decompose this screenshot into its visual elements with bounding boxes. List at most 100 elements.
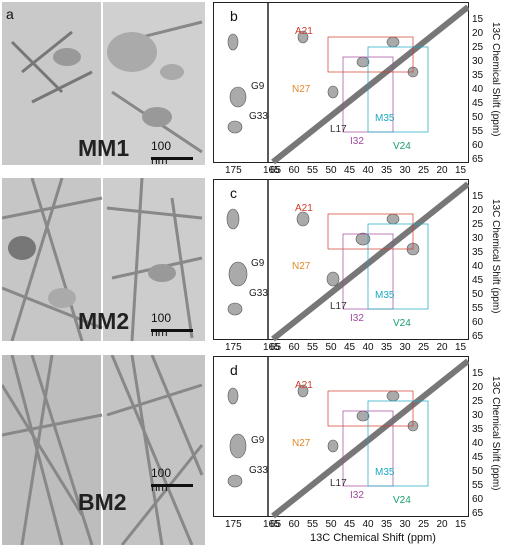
y-axis-label: 13C Chemical Shift (ppm): [490, 199, 501, 314]
x-tick-label: 15: [455, 342, 467, 353]
y-tick-label: 25: [472, 42, 484, 53]
residue-label-g33: G33: [249, 288, 268, 299]
x-tick-label: 40: [362, 519, 374, 530]
y-tick-label: 20: [472, 28, 484, 39]
y-tick-label: 45: [472, 98, 484, 109]
x-tick-label: 55: [307, 165, 319, 176]
x-tick-label: 25: [418, 165, 430, 176]
x-tick-label: 20: [436, 342, 448, 353]
left-tick-label: 175: [225, 165, 242, 176]
x-tick-label: 30: [399, 519, 411, 530]
em-image-mm1: [2, 2, 205, 165]
x-tick-label: 20: [436, 519, 448, 530]
scale-label-mm2: 100 nm: [151, 311, 172, 339]
y-tick-label: 55: [472, 303, 484, 314]
residue-label-g9: G9: [251, 258, 265, 269]
nmr-spectrum-b: [213, 2, 469, 165]
em-image-bm2: [2, 355, 205, 545]
y-tick-label: 15: [472, 368, 484, 379]
y-tick-label: 40: [472, 261, 484, 272]
x-tick-label: 50: [325, 165, 337, 176]
residue-label-i32: I32: [350, 490, 364, 501]
y-tick-label: 15: [472, 191, 484, 202]
y-tick-label: 65: [472, 508, 484, 519]
y-tick-label: 35: [472, 70, 484, 81]
y-tick-label: 30: [472, 56, 484, 67]
y-tick-label: 45: [472, 275, 484, 286]
x-tick-label: 50: [325, 342, 337, 353]
y-tick-label: 40: [472, 438, 484, 449]
x-tick-label: 45: [344, 342, 356, 353]
x-tick-label: 45: [344, 165, 356, 176]
x-tick-label: 60: [288, 342, 300, 353]
residue-label-l17: L17: [330, 301, 347, 312]
left-tick-label: 165: [263, 342, 280, 353]
x-axis-label: 13C Chemical Shift (ppm): [310, 532, 436, 544]
residue-label-v24: V24: [393, 141, 411, 152]
y-tick-label: 35: [472, 424, 484, 435]
residue-label-m35: M35: [375, 113, 395, 124]
y-tick-label: 25: [472, 396, 484, 407]
scale-bar-mm2: [151, 329, 193, 332]
residue-label-g33: G33: [249, 111, 268, 122]
x-tick-label: 25: [418, 342, 430, 353]
residue-label-g9: G9: [251, 81, 265, 92]
scale-bar-mm1: [151, 157, 193, 160]
panel-letter-a: a: [6, 6, 14, 22]
y-tick-label: 60: [472, 317, 484, 328]
residue-label-g9: G9: [251, 435, 265, 446]
y-tick-label: 65: [472, 154, 484, 165]
x-tick-label: 50: [325, 519, 337, 530]
residue-label-i32: I32: [350, 136, 364, 147]
panel-letter-c: c: [230, 185, 237, 201]
panel-letter-b: b: [230, 8, 238, 24]
residue-label-v24: V24: [393, 495, 411, 506]
y-tick-label: 15: [472, 14, 484, 25]
y-tick-label: 30: [472, 233, 484, 244]
x-tick-label: 35: [381, 165, 393, 176]
residue-label-i32: I32: [350, 313, 364, 324]
y-tick-label: 25: [472, 219, 484, 230]
scale-label-bm2: 100 nm: [151, 466, 172, 494]
residue-label-v24: V24: [393, 318, 411, 329]
scale-bar-bm2: [151, 484, 193, 487]
x-tick-label: 40: [362, 165, 374, 176]
x-tick-label: 35: [381, 519, 393, 530]
y-tick-label: 20: [472, 382, 484, 393]
x-tick-label: 55: [307, 342, 319, 353]
x-tick-label: 20: [436, 165, 448, 176]
x-tick-label: 15: [455, 165, 467, 176]
x-tick-label: 65: [270, 165, 282, 176]
left-tick-label: 175: [225, 519, 242, 530]
residue-label-l17: L17: [330, 124, 347, 135]
y-tick-label: 50: [472, 112, 484, 123]
residue-label-a21: A21: [295, 26, 313, 37]
x-tick-label: 30: [399, 342, 411, 353]
x-tick-label: 45: [344, 519, 356, 530]
residue-label-a21: A21: [295, 203, 313, 214]
panel-letter-d: d: [230, 362, 238, 378]
y-tick-label: 45: [472, 452, 484, 463]
nmr-panel-d: [213, 356, 469, 526]
nmr-spectrum-c: [213, 179, 469, 342]
residue-label-n27: N27: [292, 84, 311, 95]
residue-label-g33: G33: [249, 465, 268, 476]
nmr-panel-b: [213, 2, 469, 172]
x-tick-label: 25: [418, 519, 430, 530]
y-tick-label: 50: [472, 466, 484, 477]
y-tick-label: 55: [472, 480, 484, 491]
nmr-spectrum-d: [213, 356, 469, 519]
y-tick-label: 60: [472, 494, 484, 505]
x-tick-label: 30: [399, 165, 411, 176]
x-tick-label: 40: [362, 342, 374, 353]
em-image-mm2: [2, 178, 205, 341]
nmr-panel-c: [213, 179, 469, 349]
x-tick-label: 15: [455, 519, 467, 530]
y-tick-label: 50: [472, 289, 484, 300]
residue-label-m35: M35: [375, 467, 395, 478]
y-tick-label: 60: [472, 140, 484, 151]
x-tick-label: 35: [381, 342, 393, 353]
em-label-bm2: BM2: [78, 489, 127, 515]
y-tick-label: 65: [472, 331, 484, 342]
x-tick-label: 60: [288, 165, 300, 176]
